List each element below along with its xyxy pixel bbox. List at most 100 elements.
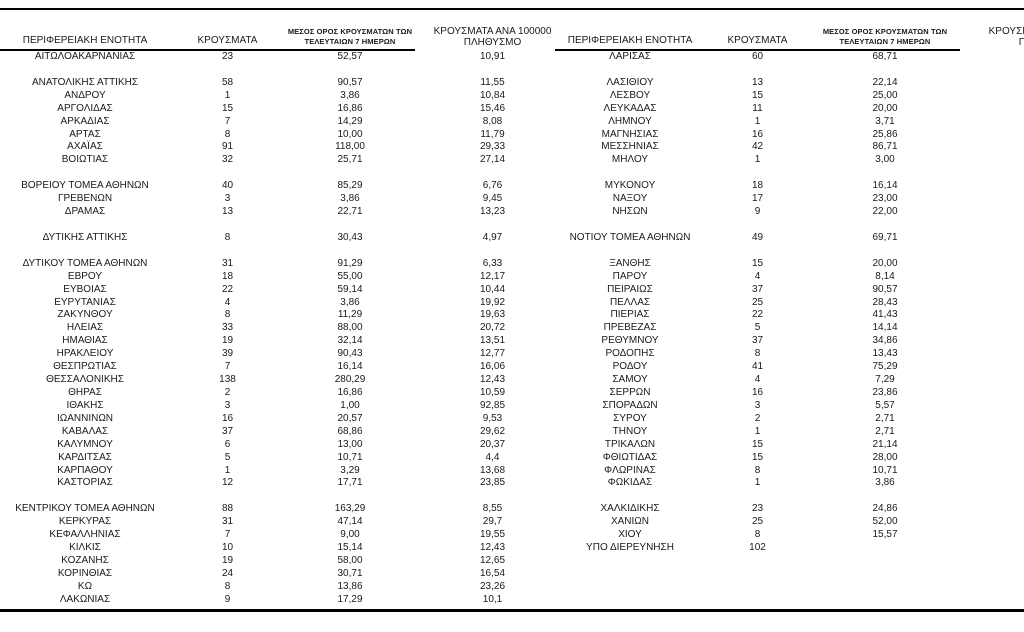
table-row: ΕΥΒΟΙΑΣ 22 59,14 10,44: [0, 284, 570, 297]
per100k-cell: 27,14: [479, 154, 506, 166]
avg7-cell: 23,86: [872, 386, 898, 398]
per100k-cell: 12,43: [479, 374, 506, 386]
per100k-cell: 4,97: [482, 231, 503, 243]
table-row: ΗΛΕΙΑΣ 33 88,00 20,72: [0, 322, 570, 335]
region-cell: ΞΑΝΘΗΣ: [609, 257, 651, 269]
region-cell: ΧΑΝΙΩΝ: [610, 516, 650, 528]
table-row: ΡΟΔΟΥ 41 75,29: [555, 361, 1024, 374]
per100k-cell: 15,46: [479, 102, 506, 114]
cases-cell: 15: [751, 89, 764, 101]
cases-cell: [705, 594, 810, 607]
per100k-cell: 29,33: [479, 141, 506, 153]
table-row: [555, 64, 1024, 77]
avg7-cell: 34,86: [872, 335, 898, 347]
table-row: ΑΡΚΑΔΙΑΣ 7 14,29 8,08: [0, 116, 570, 129]
cases-cell: 1: [754, 477, 761, 489]
avg7-cell: 7,29: [875, 374, 895, 386]
region-cell: ΙΘΑΚΗΣ: [66, 399, 104, 411]
region-cell: ΣΥΡΟΥ: [613, 412, 647, 424]
avg7-cell: 13,86: [337, 580, 363, 592]
per100k-cell: 10,91: [479, 51, 506, 62]
per100k-cell: 20,72: [479, 322, 506, 334]
region-cell: ΘΗΡΑΣ: [68, 386, 102, 398]
header-per100k-line1: ΚΡΟΥΣΜΑΤΑ ΑΝΑ 100000: [988, 26, 1024, 37]
avg7-cell: 52,57: [337, 51, 363, 62]
avg7-cell: 23,00: [872, 193, 898, 205]
region-cell: ΑΧΑΪΑΣ: [67, 141, 103, 153]
avg7-cell: 9,00: [340, 529, 360, 541]
region-cell: ΝΑΞΟΥ: [612, 193, 648, 205]
table-header-row: ΠΕΡΙΦΕΡΕΙΑΚΗ ΕΝΟΤΗΤΑ ΚΡΟΥΣΜΑΤΑ ΜΕΣΟΣ ΟΡΟ…: [555, 10, 1024, 51]
table-row: [0, 490, 570, 503]
region-cell: ΔΥΤΙΚΗΣ ΑΤΤΙΚΗΣ: [42, 231, 128, 243]
cases-cell: 4: [754, 374, 761, 386]
cases-cell: 18: [221, 270, 234, 282]
cases-cell: 1: [754, 425, 761, 437]
avg7-cell: 280,29: [334, 374, 366, 386]
per100k-cell: [415, 64, 570, 77]
cases-cell: 7: [224, 115, 231, 127]
region-cell: ΛΕΣΒΟΥ: [609, 89, 651, 101]
region-cell: [555, 167, 705, 180]
cases-cell: [705, 555, 810, 568]
avg7-cell: [810, 568, 960, 581]
cases-cell: [170, 245, 285, 258]
region-cell: ΛΑΣΙΘΙΟΥ: [606, 76, 654, 88]
region-cell: ΚΑΒΑΛΑΣ: [61, 425, 109, 437]
table-row: [555, 594, 1024, 607]
region-cell: [0, 219, 170, 232]
region-cell: ΣΠΟΡΑΔΩΝ: [602, 399, 658, 411]
avg7-cell: [285, 490, 415, 503]
cases-cell: 8: [224, 231, 231, 243]
cases-cell: [705, 245, 810, 258]
cases-cell: 11: [752, 102, 763, 114]
cases-cell: 32: [221, 154, 234, 166]
header-per100k-line2: ΠΛΗΘΥΣΜΟ: [1018, 37, 1024, 48]
region-cell: ΣΕΡΡΩΝ: [609, 386, 651, 398]
cases-cell: 42: [751, 141, 764, 153]
per100k-cell: 6,76: [482, 180, 503, 192]
avg7-cell: 3,86: [340, 296, 360, 308]
per100k-cell: 9,53: [482, 412, 503, 424]
avg7-cell: 16,86: [337, 102, 363, 114]
table-row: ΠΕΛΛΑΣ 25 28,43: [555, 297, 1024, 310]
table-row: ΗΜΑΘΙΑΣ 19 32,14 13,51: [0, 335, 570, 348]
avg7-cell: 20,57: [337, 412, 363, 424]
per100k-cell: 23,85: [479, 477, 506, 489]
region-cell: ΑΝΑΤΟΛΙΚΗΣ ΑΤΤΙΚΗΣ: [31, 76, 139, 88]
region-cell: ΦΩΚΙΔΑΣ: [607, 477, 653, 489]
region-cell: ΛΑΡΙΣΑΣ: [609, 51, 651, 62]
cases-cell: 5: [224, 451, 231, 463]
table-row: ΤΗΝΟΥ 1 2,71: [555, 426, 1024, 439]
avg7-cell: 22,14: [872, 76, 898, 88]
avg7-cell: 25,00: [872, 89, 898, 101]
avg7-cell: 3,86: [340, 193, 360, 205]
region-cell: ΑΡΓΟΛΙΔΑΣ: [57, 102, 113, 114]
avg7-cell: 13,43: [872, 348, 898, 360]
cases-cell: 58: [221, 76, 234, 88]
cases-cell: 8: [224, 309, 231, 321]
avg7-cell: 28,43: [872, 296, 898, 308]
table-row: ΚΕΡΚΥΡΑΣ 31 47,14 29,7: [0, 516, 570, 529]
cases-cell: 1: [224, 464, 231, 476]
table-row: ΖΑΚΥΝΘΟΥ 8 11,29 19,63: [0, 309, 570, 322]
table-row: [555, 581, 1024, 594]
table-row: ΚΑΒΑΛΑΣ 37 68,86 29,62: [0, 426, 570, 439]
avg7-cell: 14,29: [337, 115, 363, 127]
table-row: ΘΕΣΣΑΛΟΝΙΚΗΣ 138 280,29 12,43: [0, 374, 570, 387]
region-cell: ΠΕΙΡΑΙΩΣ: [607, 283, 653, 295]
region-cell: ΠΑΡΟΥ: [612, 270, 648, 282]
avg7-cell: [810, 245, 960, 258]
cases-cell: 22: [221, 283, 234, 295]
table-row: ΙΘΑΚΗΣ 3 1,00 92,85: [0, 400, 570, 413]
table-row: [555, 219, 1024, 232]
cases-cell: [705, 64, 810, 77]
region-cell: [0, 167, 170, 180]
region-cell: ΔΡΑΜΑΣ: [64, 206, 106, 218]
per100k-cell: 20,37: [479, 438, 506, 450]
avg7-cell: 28,00: [872, 451, 898, 463]
region-cell: ΛΑΚΩΝΙΑΣ: [59, 593, 111, 605]
per100k-cell: 13,68: [479, 464, 506, 476]
table-row: ΠΕΙΡΑΙΩΣ 37 90,57: [555, 284, 1024, 297]
region-cell: ΚΙΛΚΙΣ: [69, 542, 101, 554]
